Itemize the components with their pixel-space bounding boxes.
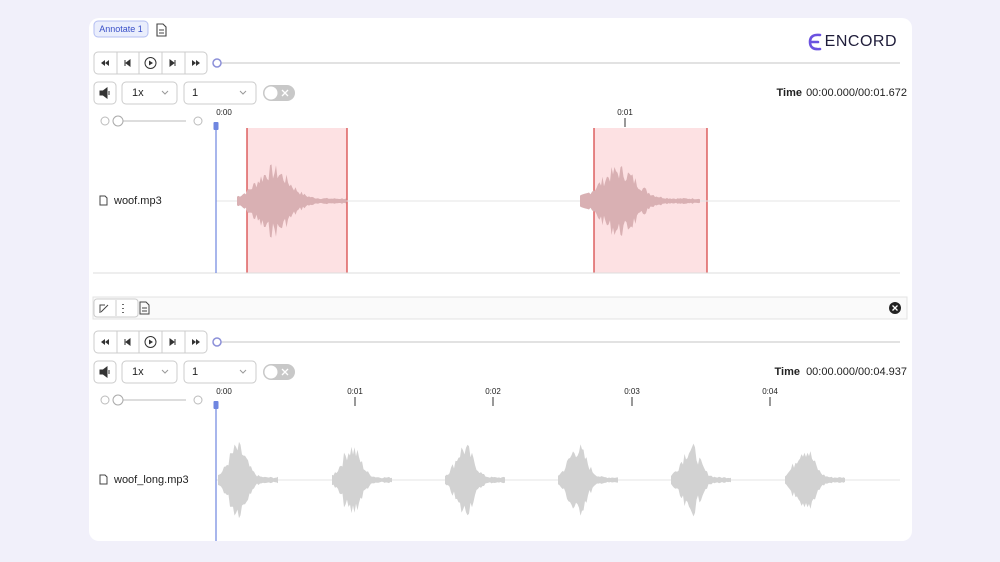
zoom-out[interactable] — [100, 395, 110, 405]
time-value: 00:00.000/00:04.937 — [806, 366, 907, 378]
zoom-in[interactable] — [193, 395, 203, 405]
volume-icon[interactable] — [99, 366, 110, 378]
time-tick-label: 0:03 — [624, 387, 640, 396]
rewind-button[interactable] — [101, 60, 109, 66]
next-button[interactable] — [169, 338, 176, 346]
waveform — [218, 441, 278, 519]
waveform — [671, 443, 731, 517]
playhead-handle[interactable] — [213, 401, 219, 409]
toolbar — [92, 296, 908, 320]
track-name: woof_long.mp3 — [113, 474, 189, 486]
prev-button[interactable] — [124, 338, 131, 346]
tab-label[interactable]: Annotate 1 — [99, 24, 143, 34]
time-value: 00:00.000/00:01.672 — [806, 87, 907, 99]
speed-select[interactable] — [121, 81, 178, 105]
waveform — [332, 446, 392, 514]
doc-icon[interactable] — [156, 23, 167, 37]
rewind-button[interactable] — [101, 339, 109, 345]
speed-value[interactable]: 1x — [132, 87, 144, 99]
layer-value[interactable]: 1 — [192, 366, 198, 378]
layer-select[interactable] — [183, 360, 257, 384]
prev-button[interactable] — [124, 59, 131, 67]
layer-select[interactable] — [183, 81, 257, 105]
tab-chip[interactable] — [93, 20, 149, 38]
zoom-knob[interactable] — [112, 394, 124, 406]
play-button[interactable] — [144, 57, 157, 69]
audio-file-icon — [99, 474, 108, 485]
waveform — [445, 444, 505, 516]
play-icon[interactable] — [149, 60, 153, 66]
edit-icon[interactable] — [99, 304, 109, 313]
time-tick-label: 0:01 — [347, 387, 363, 396]
progress-knob[interactable] — [212, 58, 222, 68]
audio-file-icon — [99, 195, 108, 206]
toggle-x — [281, 368, 289, 376]
toggle-knob[interactable] — [264, 365, 278, 379]
chevron — [239, 90, 247, 95]
play-icon[interactable] — [149, 339, 153, 345]
time-tick-label: 0:01 — [617, 108, 633, 117]
waveform — [558, 444, 618, 516]
time-tick-label: 0:04 — [762, 387, 778, 396]
toggle-x — [281, 89, 289, 97]
next-button[interactable] — [169, 59, 176, 67]
layer-value[interactable]: 1 — [192, 87, 198, 99]
playhead-handle[interactable] — [213, 122, 219, 130]
speed-select[interactable] — [121, 360, 178, 384]
logo-mark — [808, 33, 822, 51]
waveform — [785, 451, 845, 509]
waveform — [580, 166, 700, 236]
doc-icon[interactable] — [139, 301, 150, 315]
forward-button[interactable] — [192, 60, 200, 66]
time-label: Time — [777, 87, 802, 99]
time-tick-label: 0:00 — [216, 108, 232, 117]
chevron — [239, 369, 247, 374]
progress-knob[interactable] — [212, 337, 222, 347]
time-tick-label: 0:00 — [216, 387, 232, 396]
speed-value[interactable]: 1x — [132, 366, 144, 378]
zoom-knob[interactable] — [112, 115, 124, 127]
volume-icon[interactable] — [99, 87, 110, 99]
logo-text: ENCORD — [825, 33, 897, 50]
zoom-out[interactable] — [100, 116, 110, 126]
waveform — [237, 164, 347, 238]
play-button[interactable] — [144, 336, 157, 348]
time-label: Time — [775, 366, 800, 378]
chevron — [161, 90, 169, 95]
toggle-knob[interactable] — [264, 86, 278, 100]
close-icon[interactable] — [892, 305, 898, 311]
chevron — [161, 369, 169, 374]
zoom-in[interactable] — [193, 116, 203, 126]
time-tick-label: 0:02 — [485, 387, 501, 396]
track-name: woof.mp3 — [113, 195, 162, 207]
forward-button[interactable] — [192, 339, 200, 345]
